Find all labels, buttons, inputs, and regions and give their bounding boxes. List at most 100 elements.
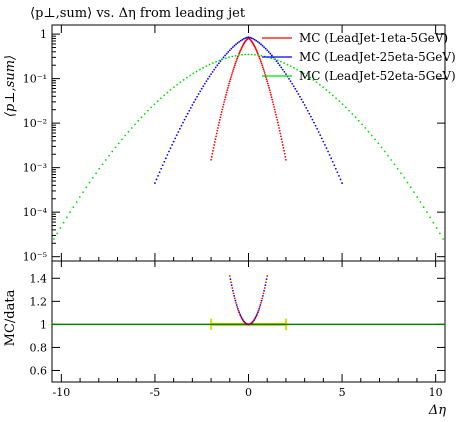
- data-point-2: [208, 63, 211, 66]
- data-point-1: [324, 143, 326, 146]
- data-point-2: [273, 58, 276, 61]
- data-point-2: [383, 150, 386, 153]
- data-point-0: [228, 80, 231, 83]
- data-point-0: [266, 82, 269, 85]
- data-point-2: [357, 119, 360, 122]
- data-point-2: [150, 106, 153, 109]
- data-point-1: [188, 109, 191, 112]
- data-point-1: [203, 82, 206, 85]
- data-point-1: [164, 157, 167, 160]
- data-point-1: [308, 112, 311, 115]
- ratio-point: [236, 306, 239, 308]
- ratio-point: [265, 281, 267, 284]
- y-tick-label-ratio: 1.4: [30, 272, 48, 285]
- data-point-2: [78, 196, 81, 198]
- data-point-2: [387, 154, 389, 157]
- data-point-2: [234, 54, 237, 57]
- data-point-0: [265, 76, 267, 79]
- data-point-0: [280, 138, 283, 141]
- data-point-0: [266, 80, 269, 83]
- x-axis-label: Δη: [428, 403, 446, 418]
- ratio-point: [259, 304, 262, 306]
- ratio-point: [261, 295, 264, 297]
- data-point-1: [183, 118, 186, 121]
- ratio-point: [263, 287, 266, 289]
- data-point-2: [296, 68, 299, 71]
- x-tick-label: -10: [52, 386, 70, 399]
- data-point-2: [254, 53, 256, 56]
- data-point-1: [261, 44, 264, 47]
- data-point-2: [364, 127, 367, 129]
- x-tick-label: 5: [339, 386, 346, 399]
- ratio-point: [235, 304, 238, 306]
- data-point-1: [177, 131, 180, 133]
- data-point-1: [263, 46, 265, 49]
- data-point-1: [216, 64, 219, 67]
- data-point-2: [374, 138, 376, 141]
- data-point-2: [111, 150, 114, 153]
- data-point-2: [315, 81, 318, 84]
- data-point-1: [194, 98, 197, 101]
- ratio-point: [231, 287, 234, 289]
- data-point-0: [226, 89, 229, 92]
- data-point-0: [210, 155, 213, 158]
- data-point-2: [335, 97, 337, 100]
- data-point-2: [228, 56, 230, 59]
- data-point-1: [217, 62, 220, 65]
- data-point-0: [283, 152, 286, 155]
- ratio-point: [237, 309, 240, 312]
- ratio-point: [230, 281, 232, 284]
- data-point-2: [442, 238, 445, 240]
- data-point-0: [234, 62, 237, 65]
- data-point-0: [275, 116, 278, 119]
- data-point-0: [218, 121, 221, 124]
- data-point-2: [406, 181, 409, 184]
- data-point-2: [91, 177, 94, 179]
- data-point-0: [231, 72, 234, 74]
- data-point-1: [208, 75, 211, 78]
- data-point-1: [339, 178, 342, 181]
- data-point-0: [225, 91, 228, 94]
- data-point-0: [216, 129, 219, 132]
- data-point-0: [219, 116, 222, 119]
- data-point-0: [278, 129, 281, 132]
- ratio-point: [233, 295, 236, 297]
- data-point-2: [280, 60, 282, 63]
- ratio-point: [236, 307, 239, 310]
- legend-label-2: MC (LeadJet-52eta-5GeV): [299, 69, 456, 83]
- data-point-1: [155, 178, 158, 181]
- data-point-0: [235, 60, 237, 63]
- data-point-0: [281, 141, 284, 143]
- data-point-1: [174, 137, 177, 140]
- data-point-2: [182, 79, 185, 81]
- data-point-0: [232, 68, 235, 71]
- y-tick-label-ratio: 1: [40, 318, 47, 331]
- data-point-0: [217, 124, 220, 127]
- data-point-2: [426, 211, 428, 214]
- data-point-1: [230, 47, 233, 50]
- data-point-2: [59, 227, 62, 229]
- y-tick-label-main: 10⁻⁴: [23, 206, 48, 219]
- ratio-point: [235, 301, 237, 304]
- data-point-2: [367, 130, 370, 133]
- data-point-1: [196, 95, 198, 98]
- data-point-0: [265, 78, 268, 81]
- data-point-1: [163, 160, 166, 163]
- data-point-2: [390, 159, 393, 161]
- data-point-2: [69, 211, 71, 214]
- data-point-2: [331, 94, 334, 97]
- data-point-2: [338, 100, 341, 103]
- data-point-1: [285, 73, 287, 76]
- x-tick-label: -5: [150, 386, 161, 399]
- data-point-1: [160, 167, 163, 170]
- data-point-2: [124, 134, 127, 137]
- data-point-1: [277, 62, 280, 65]
- data-point-1: [333, 164, 336, 167]
- data-point-2: [137, 119, 140, 122]
- data-point-1: [291, 82, 294, 85]
- data-point-1: [247, 36, 250, 39]
- data-point-2: [163, 94, 166, 97]
- data-point-0: [232, 70, 234, 72]
- data-point-2: [179, 81, 182, 84]
- ratio-point: [266, 275, 269, 277]
